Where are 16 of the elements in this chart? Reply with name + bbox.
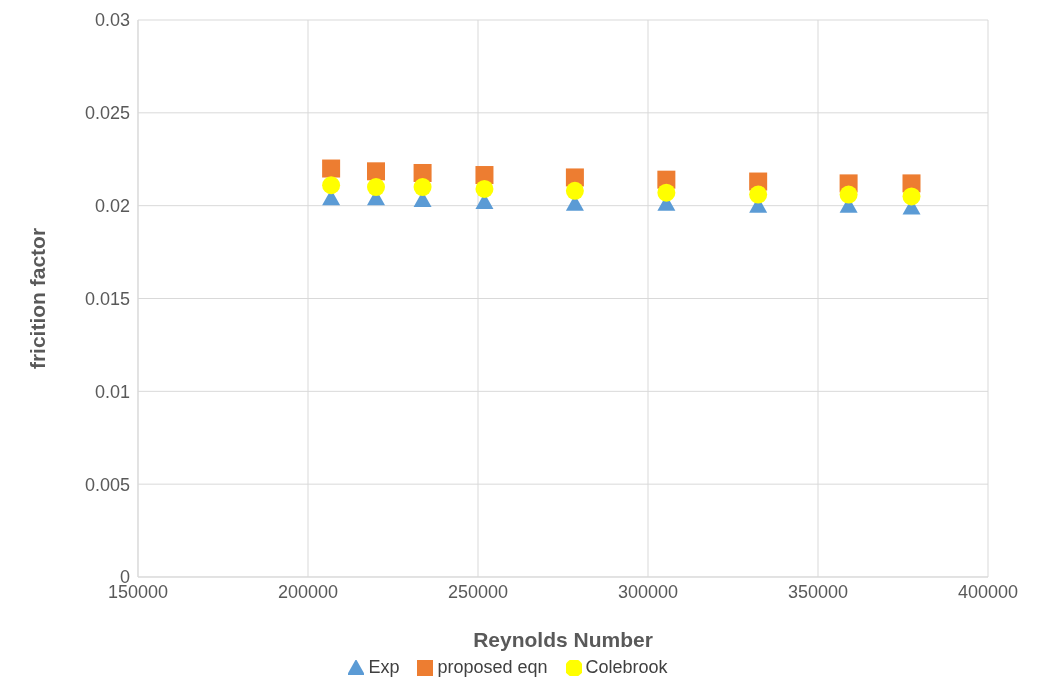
- legend-label: Colebrook: [585, 657, 668, 678]
- x-tick-label: 250000: [447, 581, 509, 602]
- y-tick-label: 0.03: [94, 10, 130, 31]
- y-tick-label: 0.02: [94, 196, 130, 217]
- x-axis-title: Reynolds Number: [473, 628, 653, 651]
- y-axis-title: fricition factor: [26, 227, 50, 370]
- y-tick-label: 0.005: [84, 474, 130, 495]
- x-tick-label: 400000: [957, 581, 1019, 602]
- y-tick-label: 0.015: [84, 288, 130, 309]
- y-tick-label: 0.01: [94, 381, 130, 402]
- x-tick-label: 200000: [277, 581, 339, 602]
- x-tick-label: 300000: [617, 581, 679, 602]
- x-tick-label: 350000: [787, 581, 849, 602]
- legend-label: Exp: [368, 657, 400, 678]
- y-tick-label: 0.025: [84, 103, 130, 124]
- legend-label: proposed eqn: [437, 657, 548, 678]
